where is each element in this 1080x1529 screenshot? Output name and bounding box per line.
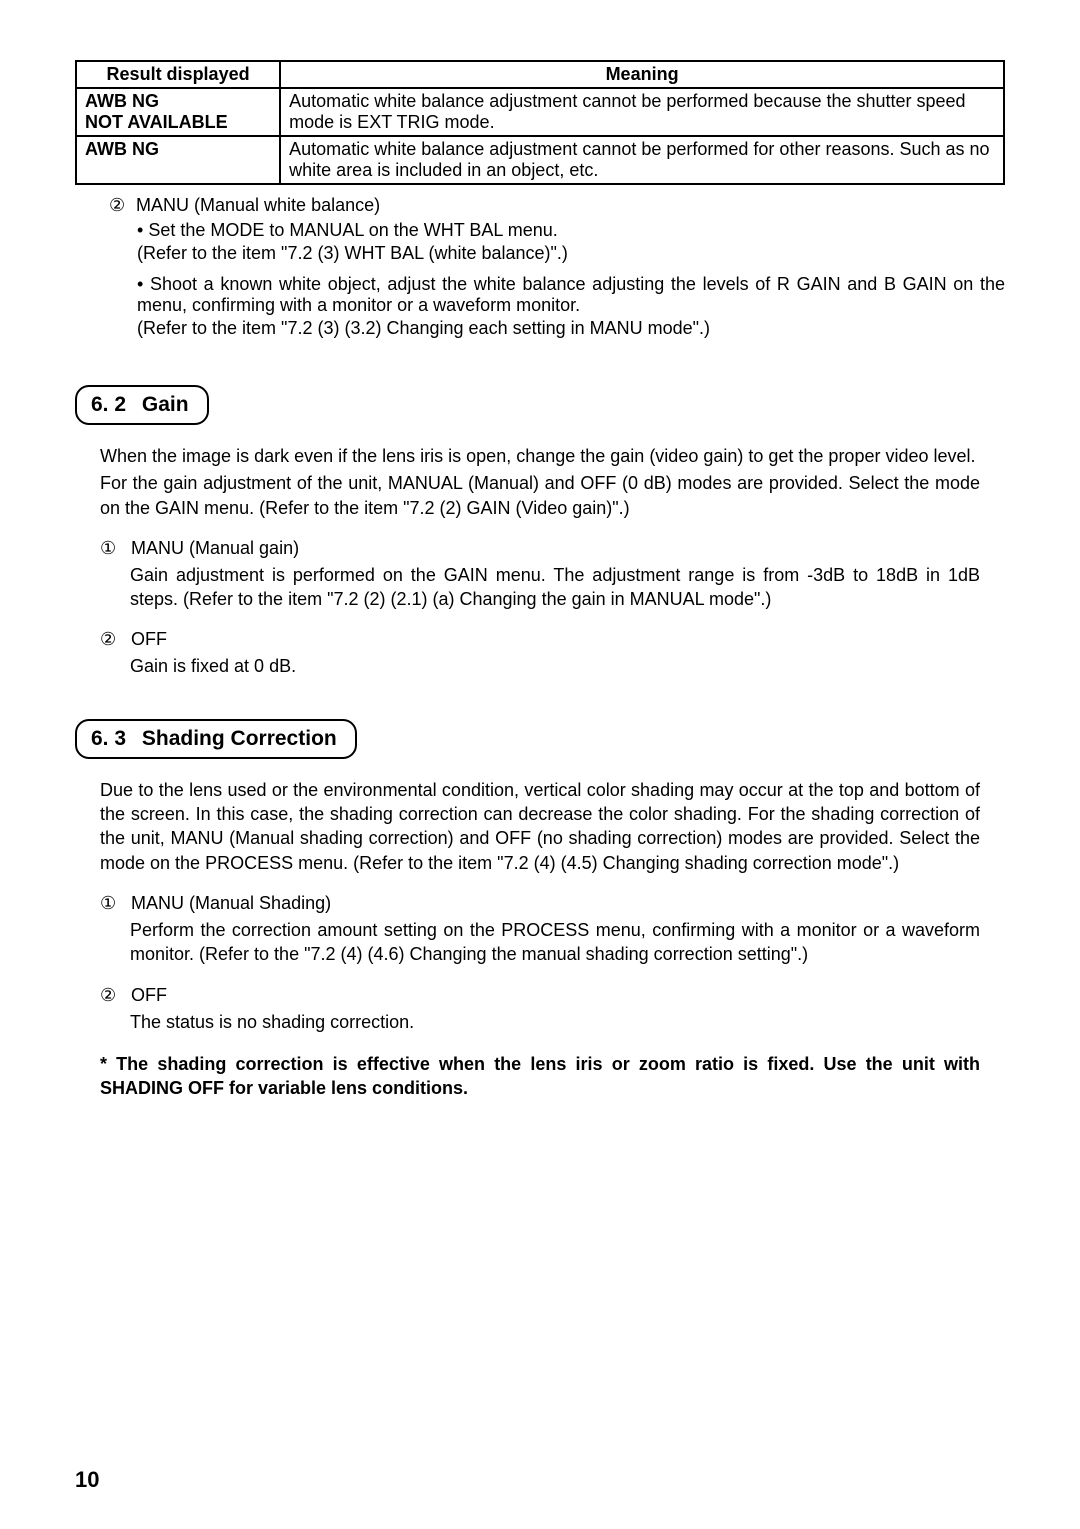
circled-marker: ②: [100, 985, 122, 1006]
bullet-list: Set the MODE to MANUAL on the WHT BAL me…: [137, 220, 1005, 241]
section-6-2: 6. 2 Gain When the image is dark even if…: [75, 349, 1005, 679]
bullet-item: Shoot a known white object, adjust the w…: [137, 274, 1005, 316]
reference-line: (Refer to the item "7.2 (3) (3.2) Changi…: [137, 318, 1005, 339]
circled-marker: ①: [100, 893, 122, 914]
section-title: Shading Correction: [142, 727, 337, 750]
table-row: AWB NG NOT AVAILABLE Automatic white bal…: [76, 88, 1004, 136]
sub-item-desc: The status is no shading correction.: [130, 1010, 980, 1034]
manu-wb-label: MANU (Manual white balance): [136, 195, 380, 215]
paragraph: For the gain adjustment of the unit, MAN…: [100, 471, 980, 520]
cell-meaning: Automatic white balance adjustment canno…: [280, 88, 1004, 136]
sub-item-label: OFF: [131, 629, 167, 649]
section-heading: 6. 3 Shading Correction: [75, 719, 357, 759]
th-meaning: Meaning: [280, 61, 1004, 88]
reference-line: (Refer to the item "7.2 (3) WHT BAL (whi…: [137, 243, 1005, 264]
sub-item-desc: Gain adjustment is performed on the GAIN…: [130, 563, 980, 612]
th-result: Result displayed: [76, 61, 280, 88]
bullet-item: Set the MODE to MANUAL on the WHT BAL me…: [137, 220, 1005, 241]
bullet-list: Shoot a known white object, adjust the w…: [137, 274, 1005, 316]
result-table: Result displayed Meaning AWB NG NOT AVAI…: [75, 60, 1005, 185]
shading-note: * The shading correction is effective wh…: [100, 1052, 980, 1101]
sub-item: ② OFF: [100, 629, 980, 650]
section-heading: 6. 2 Gain: [75, 385, 209, 425]
sub-item: ① MANU (Manual gain): [100, 538, 980, 559]
paragraph: Due to the lens used or the environmenta…: [100, 778, 980, 875]
sub-item: ② OFF: [100, 985, 980, 1006]
sub-item-desc: Perform the correction amount setting on…: [130, 918, 980, 967]
circled-marker: ②: [100, 629, 122, 650]
page-number: 10: [75, 1467, 99, 1493]
section-title: Gain: [142, 393, 189, 416]
paragraph: When the image is dark even if the lens …: [100, 444, 980, 468]
section-body: When the image is dark even if the lens …: [75, 444, 1005, 520]
table-row: AWB NG Automatic white balance adjustmen…: [76, 136, 1004, 184]
circled-marker: ①: [100, 538, 122, 559]
sub-item-label: MANU (Manual gain): [131, 538, 299, 558]
manu-wb: ② MANU (Manual white balance): [109, 195, 1005, 216]
cell-result: AWB NG NOT AVAILABLE: [76, 88, 280, 136]
sub-item-desc: Gain is fixed at 0 dB.: [130, 654, 980, 678]
section-number: 6. 3: [91, 727, 126, 750]
section-6-3: 6. 3 Shading Correction Due to the lens …: [75, 683, 1005, 1101]
sub-item-label: OFF: [131, 985, 167, 1005]
sub-item-label: MANU (Manual Shading): [131, 893, 331, 913]
sub-item: ① MANU (Manual Shading): [100, 893, 980, 914]
section-body: Due to the lens used or the environmenta…: [75, 778, 1005, 875]
circled-marker: ②: [109, 195, 131, 216]
page: Result displayed Meaning AWB NG NOT AVAI…: [75, 60, 1005, 1100]
cell-meaning: Automatic white balance adjustment canno…: [280, 136, 1004, 184]
cell-result: AWB NG: [76, 136, 280, 184]
section-number: 6. 2: [91, 393, 126, 416]
